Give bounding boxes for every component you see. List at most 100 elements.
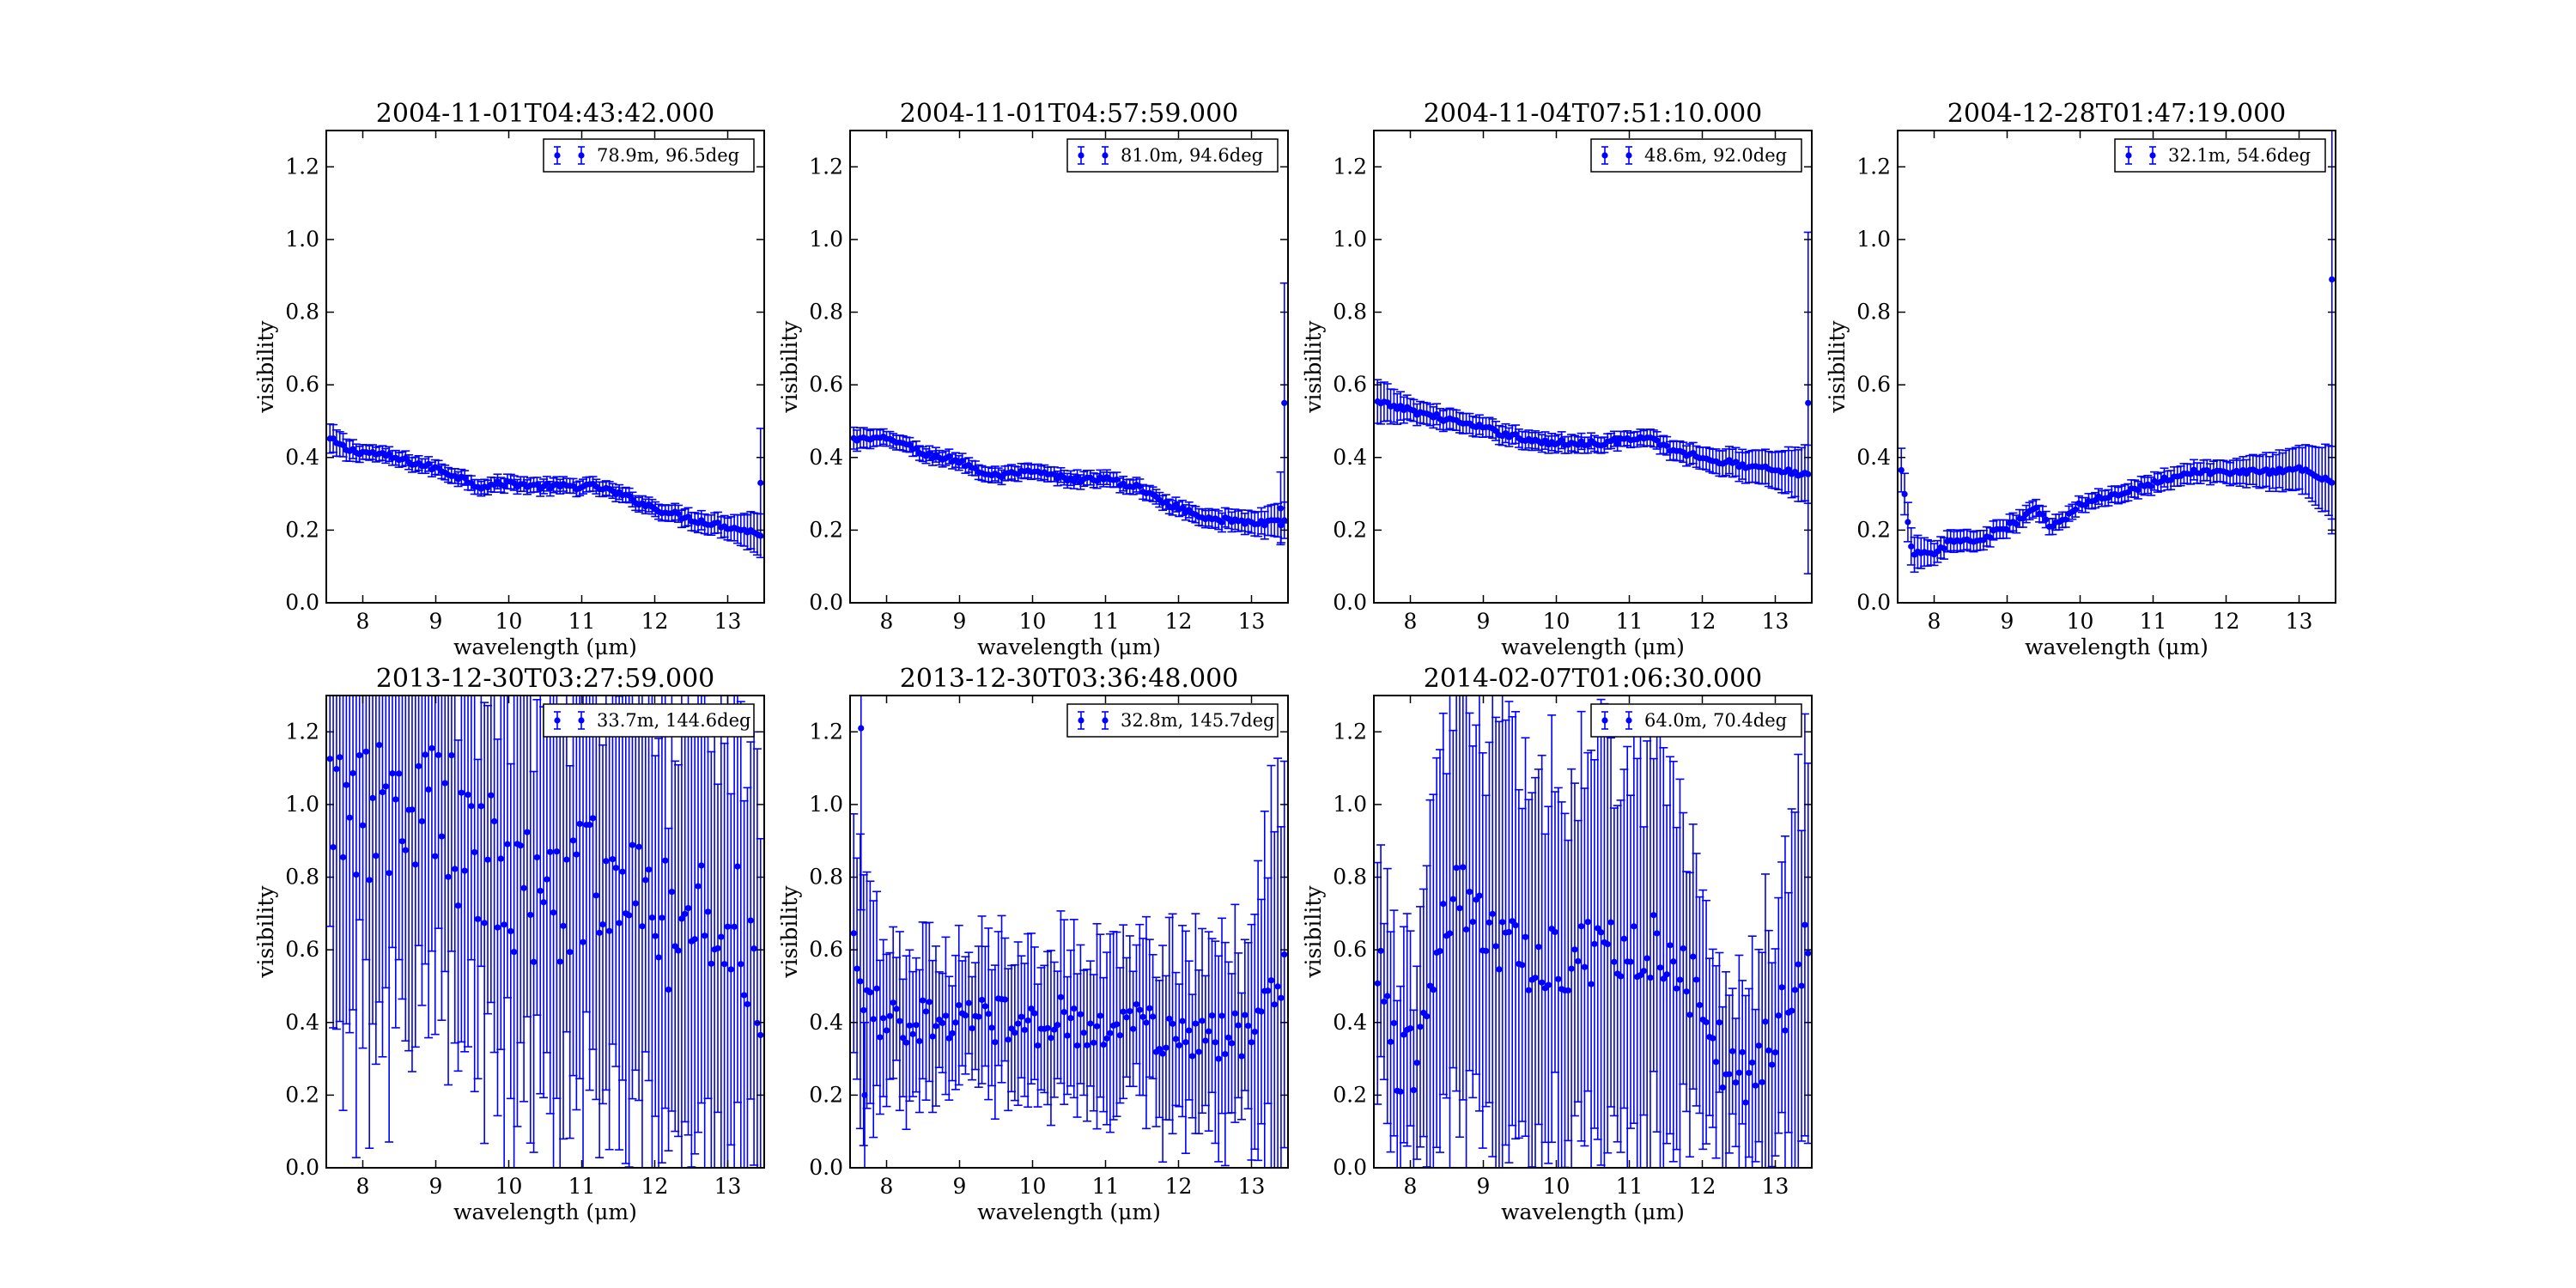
axes-frame: [849, 130, 1289, 604]
data-point: [1008, 1025, 1015, 1032]
data-point: [1805, 399, 1812, 406]
data-point: [1453, 865, 1460, 872]
data-point: [1752, 1082, 1759, 1089]
data-point: [1067, 1015, 1074, 1022]
data-point: [402, 847, 409, 854]
legend-marker-point: [1102, 717, 1109, 724]
y-tick-label: 0.0: [285, 590, 319, 615]
data-point: [2135, 487, 2142, 494]
data-point: [1690, 953, 1697, 960]
data-point: [626, 912, 633, 919]
data-point: [939, 1019, 946, 1027]
x-tick-label: 11: [1616, 609, 1643, 634]
data-point: [1476, 892, 1483, 899]
legend-label: 48.6m, 92.0deg: [1644, 145, 1787, 166]
data-point: [1541, 437, 1549, 444]
y-tick-label: 1.0: [809, 792, 843, 817]
data-point: [981, 1003, 988, 1010]
data-point: [1127, 1007, 1133, 1015]
data-point: [965, 999, 972, 1006]
x-tick-label: 13: [1238, 1174, 1266, 1199]
panel-title: 2004-11-04T07:51:10.000: [1424, 99, 1763, 129]
data-point: [392, 796, 399, 803]
y-tick-label: 0.4: [1333, 1010, 1367, 1035]
y-tick-label: 0.6: [285, 937, 319, 962]
data-point: [1035, 1042, 1042, 1049]
series-group: [1374, 231, 1812, 574]
data-point: [1202, 1037, 1209, 1044]
y-tick-label: 0.0: [1856, 590, 1891, 615]
data-point: [913, 445, 920, 452]
data-point: [1460, 864, 1467, 871]
data-point: [900, 1035, 907, 1042]
data-point: [1064, 1032, 1071, 1039]
data-point: [883, 1027, 890, 1034]
data-point: [741, 992, 748, 999]
data-point: [1116, 1032, 1123, 1039]
y-tick-label: 0.2: [1333, 1082, 1367, 1107]
data-point: [356, 751, 363, 759]
data-point: [1048, 1035, 1054, 1042]
data-point: [2187, 471, 2194, 477]
data-point: [1941, 545, 1947, 552]
data-point: [603, 858, 610, 865]
y-tick-label: 1.2: [1856, 154, 1891, 179]
data-point: [1759, 1078, 1765, 1085]
data-point: [1071, 1005, 1078, 1012]
y-tick-label: 0.8: [285, 865, 319, 890]
data-point: [1654, 437, 1661, 444]
data-point: [665, 986, 672, 993]
data-point: [861, 1091, 868, 1098]
data-point: [906, 441, 913, 448]
data-point: [448, 751, 455, 759]
x-tick-label: 10: [1543, 609, 1571, 634]
data-point: [441, 780, 448, 787]
data-point: [1186, 1027, 1193, 1034]
data-point: [1499, 919, 1506, 926]
y-tick-label: 0.0: [1333, 1155, 1367, 1180]
data-point: [682, 910, 689, 917]
data-point: [639, 923, 646, 930]
data-point: [1509, 918, 1516, 925]
data-point: [1726, 1071, 1733, 1078]
data-point: [1732, 1079, 1740, 1086]
data-point: [916, 1037, 923, 1045]
data-point: [550, 909, 557, 916]
data-point: [1696, 1001, 1704, 1009]
data-point: [1588, 981, 1595, 987]
data-point: [609, 855, 617, 863]
y-tick-label: 1.0: [1333, 227, 1367, 252]
panel-title: 2013-12-30T03:36:48.000: [900, 664, 1239, 694]
data-point: [1611, 435, 1618, 442]
data-point: [886, 1012, 893, 1019]
data-point: [1150, 1013, 1157, 1020]
data-point: [949, 1030, 956, 1036]
legend: 81.0m, 94.6deg: [1066, 138, 1279, 173]
x-tick-label: 10: [1019, 609, 1047, 634]
y-tick-label: 1.0: [285, 792, 319, 817]
data-point: [1159, 1050, 1166, 1057]
data-point: [1437, 947, 1443, 955]
x-tick-label: 9: [2001, 609, 2014, 634]
data-point: [422, 751, 428, 758]
data-point: [1397, 1088, 1404, 1095]
data-point: [1446, 930, 1454, 937]
data-point: [537, 887, 544, 895]
data-point: [563, 856, 570, 863]
data-point: [389, 770, 396, 777]
data-point: [586, 821, 593, 829]
data-point: [1406, 1025, 1414, 1032]
data-point: [412, 861, 419, 868]
data-point: [1440, 901, 1447, 908]
x-axis-title: wavelength (μm): [977, 1200, 1161, 1224]
data-point: [1739, 1048, 1746, 1055]
data-point: [2148, 483, 2154, 490]
x-axis-title: wavelength (μm): [1501, 1200, 1685, 1224]
data-point: [386, 870, 392, 877]
data-point: [718, 933, 725, 940]
data-point: [629, 841, 636, 848]
data-point: [491, 817, 498, 825]
data-point: [873, 985, 880, 992]
data-point: [857, 978, 864, 985]
data-point: [376, 741, 383, 749]
